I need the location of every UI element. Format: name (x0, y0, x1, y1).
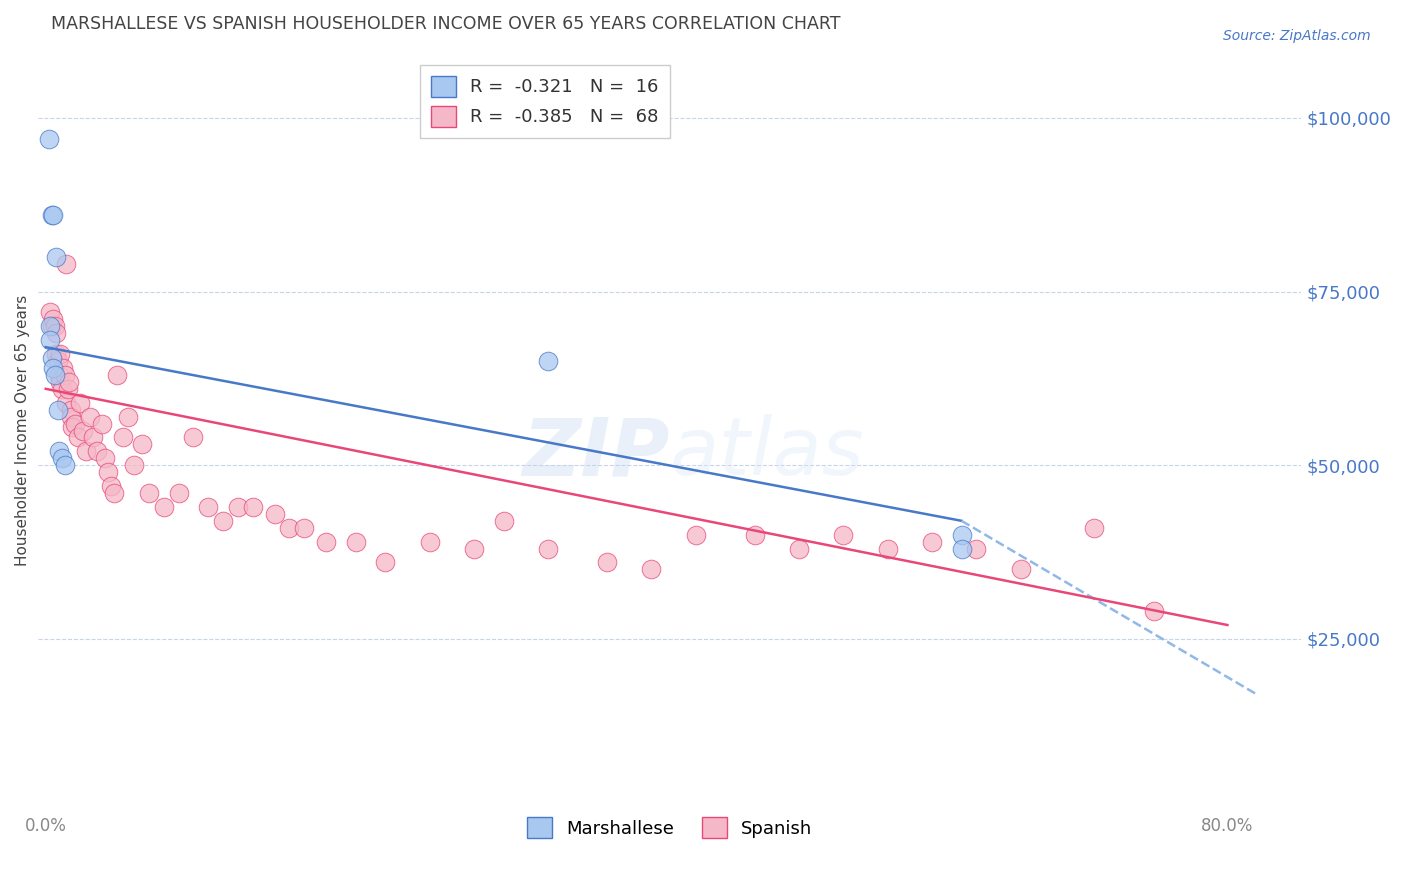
Point (226, 500, 249, 514)
Point (787, 541, 810, 556)
Point (46, 354, 69, 368)
Point (67, 430, 90, 444)
Text: Source: ZipAtlas.com: Source: ZipAtlas.com (1223, 29, 1371, 43)
Point (41, 351, 63, 365)
Point (596, 556, 619, 570)
Point (537, 541, 560, 556)
Text: MARSHALLESE VS SPANISH HOUSEHOLDER INCOME OVER 65 YEARS CORRELATION CHART: MARSHALLESE VS SPANISH HOUSEHOLDER INCOM… (51, 15, 841, 33)
Point (82, 430, 104, 444)
Point (52, 361, 75, 376)
Point (419, 534, 441, 549)
Point (45, 250, 67, 264)
Point (49, 375, 72, 389)
Point (48, 368, 70, 382)
Point (39, 305, 62, 319)
Point (45, 326, 67, 341)
Y-axis label: Householder Income Over 65 years: Householder Income Over 65 years (15, 295, 30, 566)
Point (49, 347, 72, 361)
Text: atlas: atlas (669, 415, 865, 492)
Point (44, 368, 66, 382)
Point (103, 486, 125, 500)
Text: ZIP: ZIP (523, 415, 669, 492)
Point (55, 257, 77, 271)
Point (344, 534, 367, 549)
Point (86, 444, 108, 458)
Point (640, 562, 662, 576)
Point (832, 527, 855, 541)
Point (263, 507, 285, 521)
Point (315, 534, 337, 549)
Point (965, 541, 987, 556)
Point (138, 486, 160, 500)
Point (39, 319, 62, 334)
Point (53, 458, 76, 473)
Point (131, 437, 153, 451)
Point (48, 444, 70, 458)
Point (65, 417, 87, 431)
Point (100, 479, 122, 493)
Point (94, 451, 117, 466)
Point (45, 347, 67, 361)
Point (167, 486, 190, 500)
Point (111, 430, 134, 444)
Point (39, 333, 62, 347)
Point (55, 395, 77, 409)
Point (292, 521, 315, 535)
Point (46, 402, 69, 417)
Point (197, 500, 219, 514)
Point (38, 132, 60, 146)
Point (744, 527, 766, 541)
Point (374, 556, 396, 570)
Point (212, 514, 235, 528)
Point (58, 375, 80, 389)
Point (51, 382, 73, 396)
Point (1142, 604, 1164, 618)
Point (41, 208, 63, 222)
Point (51, 451, 73, 466)
Point (492, 514, 515, 528)
Point (42, 361, 65, 376)
Point (42, 312, 65, 326)
Point (1083, 521, 1105, 535)
Point (183, 430, 205, 444)
Point (685, 527, 707, 541)
Point (41, 319, 63, 334)
Point (53, 368, 76, 382)
Point (79, 409, 101, 424)
Point (242, 500, 264, 514)
Point (42, 208, 65, 222)
Point (105, 368, 128, 382)
Point (153, 500, 176, 514)
Point (60, 420, 83, 434)
Point (117, 409, 139, 424)
Point (1010, 562, 1032, 576)
Point (59, 409, 82, 424)
Point (876, 541, 898, 556)
Point (72, 424, 94, 438)
Point (56, 382, 79, 396)
Legend: Marshallese, Spanish: Marshallese, Spanish (520, 810, 820, 846)
Point (124, 458, 146, 473)
Point (278, 521, 301, 535)
Point (97, 465, 120, 479)
Point (59, 402, 82, 417)
Point (44, 319, 66, 334)
Point (537, 354, 560, 368)
Point (90, 417, 112, 431)
Point (75, 444, 97, 458)
Point (69, 395, 91, 409)
Point (921, 534, 943, 549)
Point (950, 527, 973, 541)
Point (950, 541, 973, 556)
Point (463, 541, 485, 556)
